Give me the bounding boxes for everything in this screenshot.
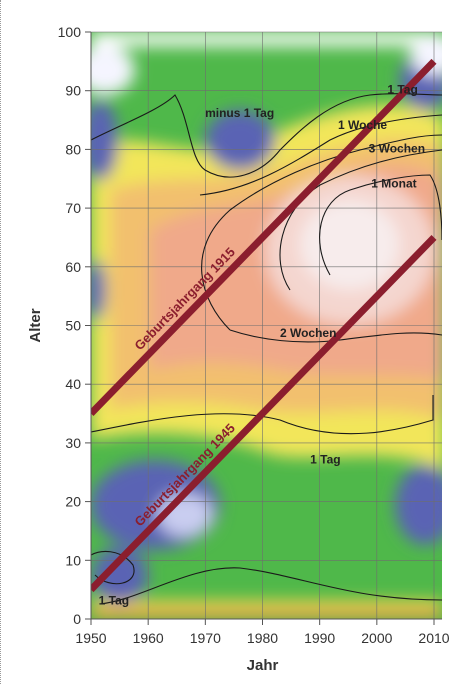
y-tick-label: 0 bbox=[73, 611, 81, 627]
x-tick-label: 2010 bbox=[418, 630, 449, 646]
heatmap-surface bbox=[91, 32, 442, 619]
contour-1-tag-bottom bbox=[99, 567, 442, 605]
axes: 0 10 20 30 40 50 60 70 80 90 100 1950 1960 1970 1980 19… bbox=[27, 24, 450, 674]
cohort-line-1 bbox=[91, 235, 437, 593]
contour-label: 1 Tag bbox=[99, 593, 129, 607]
x-tick-label: 2000 bbox=[361, 630, 392, 646]
y-tick-label: 70 bbox=[65, 200, 81, 216]
contour-1-tag-upper bbox=[91, 395, 434, 435]
contour-minus-1-tag bbox=[91, 93, 442, 178]
y-axis-label: Alter bbox=[27, 308, 44, 342]
y-tick-label: 10 bbox=[65, 552, 81, 568]
contour-lines bbox=[91, 93, 442, 605]
contour-label: 3 Wochen bbox=[369, 141, 425, 155]
contour-1-tag-small bbox=[91, 550, 135, 585]
y-tick-label: 20 bbox=[65, 494, 81, 510]
contour-2-wochen-lower bbox=[229, 329, 442, 343]
contour-label: 1 Monat bbox=[371, 177, 416, 191]
contour-1-woche bbox=[199, 114, 442, 196]
y-tick-label: 40 bbox=[65, 376, 81, 392]
contour-label: minus 1 Tag bbox=[205, 106, 274, 120]
y-tick-label: 60 bbox=[65, 259, 81, 275]
x-axis-label: Jahr bbox=[247, 657, 279, 674]
y-tick-label: 30 bbox=[65, 435, 81, 451]
x-tick-label: 1960 bbox=[133, 630, 164, 646]
y-tick-label: 90 bbox=[65, 83, 81, 99]
x-tick-label: 1970 bbox=[190, 630, 221, 646]
contour-label: 1 Tag bbox=[387, 83, 417, 97]
y-tick-label: 100 bbox=[58, 24, 82, 40]
x-tick-label: 1980 bbox=[247, 630, 278, 646]
cohort-line-0 bbox=[91, 58, 437, 416]
x-tick-label: 1990 bbox=[304, 630, 335, 646]
contour-2-wochen bbox=[201, 134, 442, 331]
cohort-lines bbox=[91, 58, 437, 593]
dotted-border bbox=[0, 0, 3, 684]
contour-1-monat bbox=[319, 174, 442, 276]
contour-label: 1 Tag bbox=[310, 452, 340, 466]
contour-3-wochen bbox=[279, 149, 442, 291]
contour-label: 2 Wochen bbox=[280, 326, 336, 340]
y-tick-label: 50 bbox=[65, 318, 81, 334]
x-tick-label: 1950 bbox=[75, 630, 106, 646]
y-tick-label: 80 bbox=[65, 141, 81, 157]
contour-label: 1 Woche bbox=[338, 118, 387, 132]
